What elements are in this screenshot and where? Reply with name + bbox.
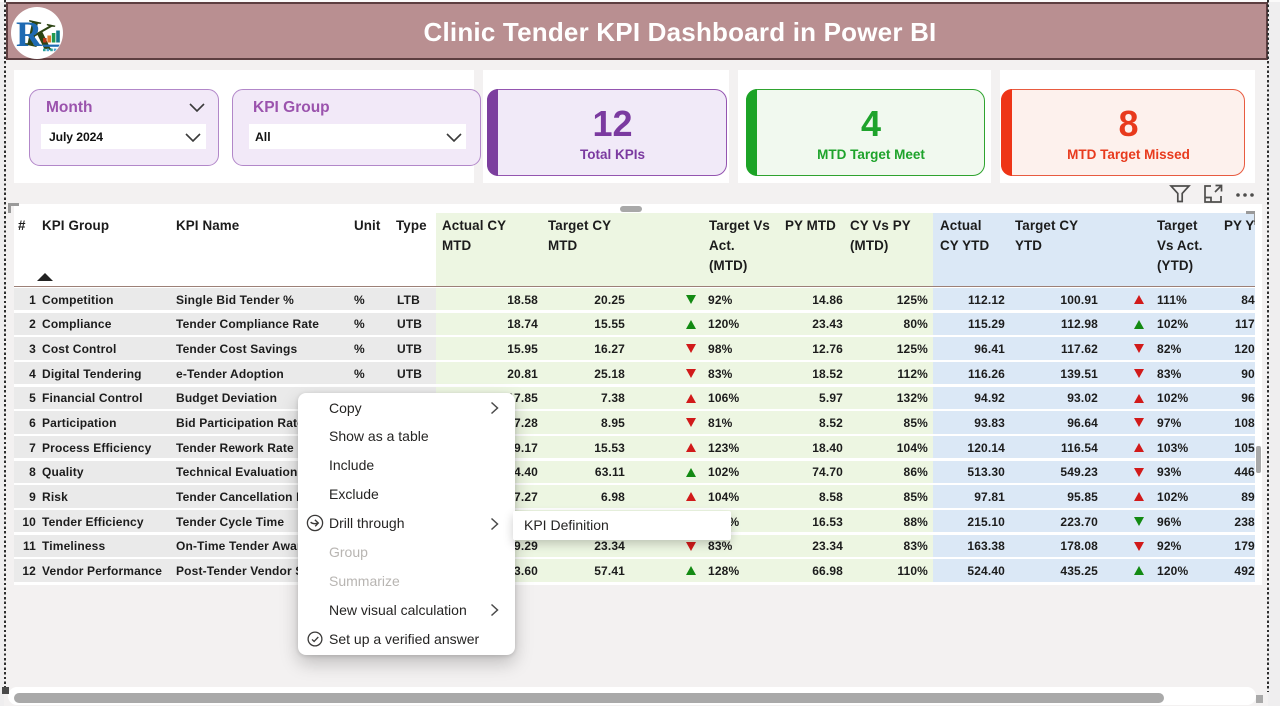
svg-text:R: R bbox=[16, 14, 43, 54]
